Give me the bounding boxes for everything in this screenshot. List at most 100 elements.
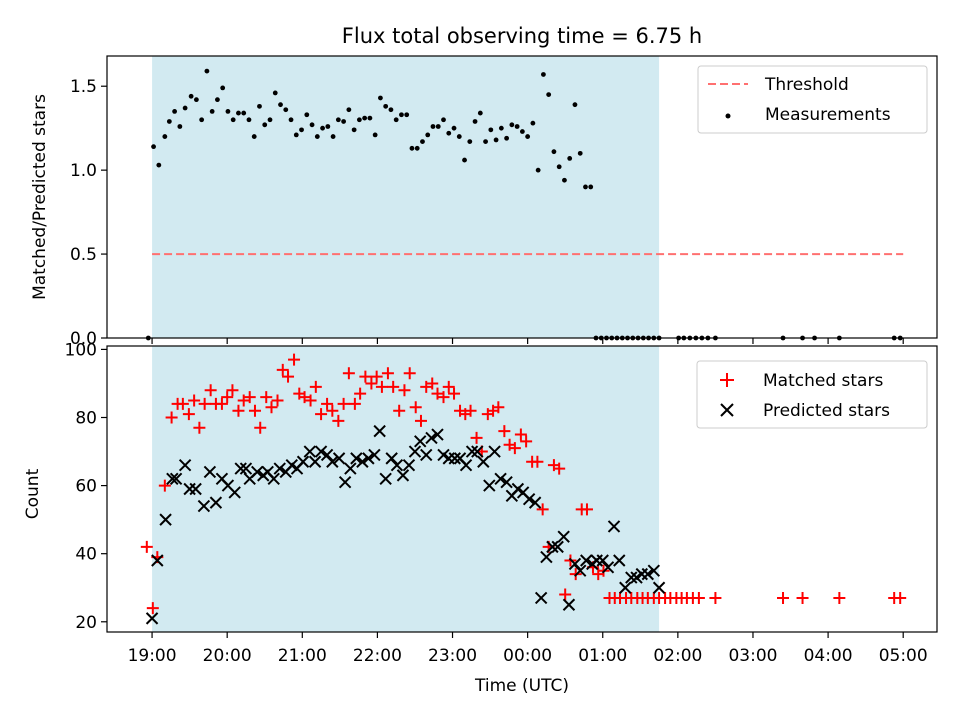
predicted-star-point — [308, 455, 322, 468]
matched-star-point — [709, 591, 722, 604]
predicted-star-point — [580, 554, 593, 567]
measurement-point — [567, 155, 573, 161]
matched-star-point — [265, 401, 278, 414]
x-tick-label: 01:00 — [578, 646, 627, 666]
predicted-star-point — [303, 445, 317, 458]
predicted-star-point — [267, 472, 280, 485]
matched-star-point — [777, 591, 790, 604]
matched-star-point — [370, 370, 383, 383]
predicted-star-point — [574, 564, 587, 577]
measurement-point — [425, 132, 431, 138]
measurement-point — [156, 162, 162, 168]
matched-star-point — [409, 401, 422, 414]
measurement-point — [278, 102, 283, 108]
measurement-point — [172, 108, 178, 114]
matched-star-point — [248, 404, 261, 417]
measurement-point — [320, 125, 325, 131]
matched-star-point — [254, 421, 267, 434]
matched-star-point — [431, 387, 444, 400]
matched-star-point — [304, 394, 317, 407]
predicted-star-point — [534, 591, 548, 605]
matched-star-point — [176, 397, 189, 410]
measurement-point — [267, 117, 273, 123]
legend-predicted-label: Predicted stars — [763, 401, 890, 421]
predicted-star-point — [296, 455, 310, 468]
legend-matched-label: Matched stars — [763, 371, 883, 391]
predicted-star-point — [151, 554, 164, 567]
predicted-star-point — [203, 465, 217, 479]
predicted-star-point — [551, 540, 564, 554]
measurement-point — [435, 124, 441, 129]
measurement-point — [430, 124, 436, 129]
x-tick-label: 23:00 — [428, 646, 477, 666]
measurement-point — [378, 95, 383, 101]
measurement-point — [182, 105, 188, 111]
matched-star-point — [553, 462, 566, 475]
predicted-star-point — [178, 458, 192, 472]
predicted-star-point — [350, 452, 363, 465]
matched-star-point — [398, 384, 411, 397]
measurement-point — [451, 125, 457, 131]
predicted-star-point — [189, 482, 202, 496]
measurement-point — [288, 117, 294, 123]
measurement-point — [488, 127, 494, 133]
predicted-star-point — [607, 520, 621, 533]
measurement-point — [446, 130, 452, 136]
predicted-star-point — [197, 499, 211, 513]
matched-star-point — [508, 442, 521, 455]
predicted-star-point — [385, 452, 398, 465]
matched-star-point — [796, 591, 809, 604]
predicted-star-point — [528, 496, 542, 509]
matched-star-point — [204, 384, 217, 397]
predicted-star-point — [379, 472, 392, 485]
measurement-point — [341, 119, 347, 124]
legend-measurements-label: Measurements — [765, 105, 891, 125]
predicted-star-point — [540, 550, 553, 564]
measurement-point — [462, 157, 467, 163]
predicted-star-point — [228, 486, 241, 499]
matched-star-point — [198, 397, 211, 410]
y-tick-label: 40 — [75, 545, 97, 565]
measurement-point — [467, 139, 473, 145]
measurement-point — [572, 102, 578, 108]
matched-star-point — [232, 404, 245, 417]
measurement-point — [325, 124, 331, 129]
measurement-point — [356, 117, 362, 123]
predicted-star-point — [373, 424, 386, 438]
x-axis-label: Time (UTC) — [474, 676, 569, 696]
predicted-star-point — [396, 469, 410, 482]
top-y-axis-label: Matched/Predicted stars — [30, 94, 50, 300]
measurement-point — [441, 117, 446, 123]
x-tick-label: 03:00 — [728, 646, 777, 666]
measurement-point — [477, 110, 483, 116]
matched-star-point — [692, 591, 705, 604]
measurement-point — [519, 129, 525, 134]
measurement-point — [166, 119, 172, 124]
legend-measurements-swatch — [725, 113, 731, 119]
measurement-point — [409, 145, 415, 151]
measurement-point — [293, 132, 299, 138]
measurement-point — [541, 72, 546, 77]
measurement-point — [362, 115, 368, 121]
predicted-star-point — [522, 493, 536, 506]
measurement-point — [272, 90, 278, 96]
measurement-point — [483, 139, 488, 145]
matched-star-point — [282, 370, 295, 383]
measurement-point — [199, 117, 205, 123]
measurement-point — [583, 184, 588, 190]
measurement-point — [188, 93, 194, 99]
matched-star-point — [221, 391, 234, 404]
predicted-star-point — [641, 567, 655, 581]
measurement-point — [399, 112, 404, 118]
measurement-point — [493, 137, 499, 143]
matched-star-point — [403, 367, 416, 380]
predicted-star-point — [568, 557, 582, 571]
observing-window-shade — [152, 56, 660, 338]
bottom-y-axis-label: Count — [23, 468, 43, 519]
measurement-point — [241, 110, 247, 116]
matched-star-point — [215, 397, 228, 410]
y-tick-label: 1.5 — [70, 77, 97, 97]
measurement-point — [346, 107, 352, 113]
y-tick-label: 0.0 — [70, 329, 97, 349]
x-tick-label: 21:00 — [278, 646, 327, 666]
